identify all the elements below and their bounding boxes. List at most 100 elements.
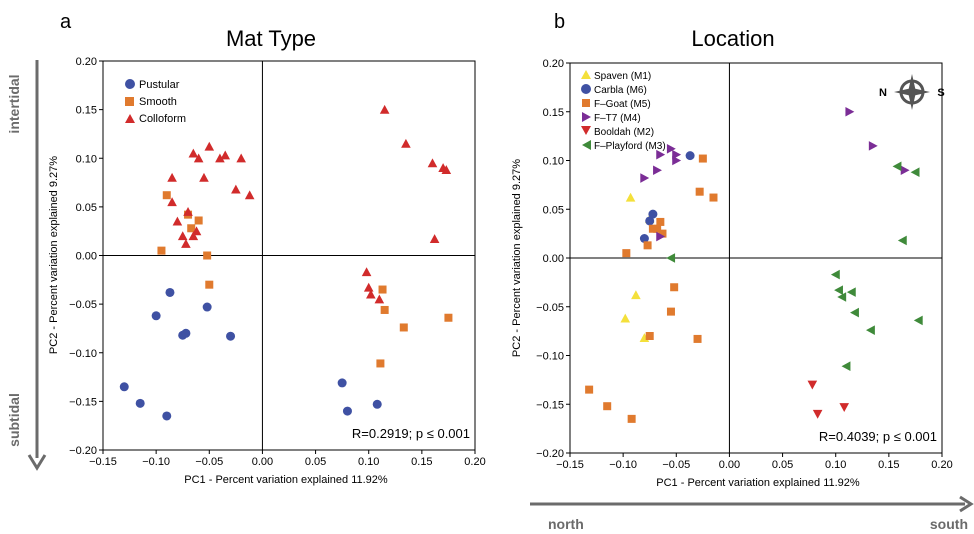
- panel-b-point-f-goat-m5: [670, 283, 679, 292]
- panel-b-legend: Spaven (M1) Carbla (M6) F–Goat (M5) F–T7…: [581, 70, 666, 152]
- legend-smooth-marker: [125, 97, 134, 106]
- panel-b-point-f-playford-m3: [830, 269, 840, 280]
- legend-fplayford-label: F–Playford (M3): [594, 141, 666, 152]
- panel-b-point-f-t7-m4: [845, 106, 855, 117]
- panel-a-x-axis-label: PC1 - Percent variation explained 11.92%: [184, 474, 388, 486]
- panel-b-location: b Location −0.15 −0.10 −0.05 0.00 0.05 0.10 0.…: [511, 11, 953, 489]
- panel-a-point-smooth: [380, 305, 389, 314]
- panel-b-point-carbla-m6: [645, 216, 655, 226]
- panel-b-point-f-goat-m5: [622, 249, 631, 258]
- panel-a-point-smooth: [162, 191, 171, 200]
- panel-a-point-colloform: [167, 172, 177, 182]
- panel-b-axes: −0.15 −0.10 −0.05 0.00 0.05 0.10 0.15 0.20 −0.20…: [536, 58, 953, 471]
- panel-a-x-tick-label: −0.05: [195, 456, 223, 468]
- legend-fplayford-marker: [582, 140, 591, 150]
- panel-a-point-colloform: [231, 184, 241, 194]
- panel-b-point-f-goat-m5: [695, 187, 704, 196]
- subtidal-label: subtidal: [6, 393, 22, 447]
- panel-b-point-f-goat-m5: [603, 402, 612, 411]
- panel-a-point-colloform: [366, 289, 376, 299]
- panel-a-point-smooth: [205, 280, 214, 289]
- panel-a-y-tick-label: 0.10: [76, 153, 97, 165]
- panel-b-y-tick-label: −0.05: [536, 302, 564, 314]
- panel-b-points: [585, 106, 923, 423]
- panel-b-point-f-t7-m4: [640, 173, 650, 183]
- panel-a-letter: a: [60, 11, 72, 33]
- panel-b-y-tick-label: 0.05: [543, 204, 564, 216]
- panel-a-point-pustular: [202, 302, 212, 312]
- panel-b-y-tick-label: −0.10: [536, 351, 564, 363]
- panel-a-x-tick-label: 0.05: [305, 456, 326, 468]
- panel-a-y-tick-label: 0.20: [76, 56, 97, 68]
- panel-b-point-f-goat-m5: [627, 414, 636, 423]
- panel-b-point-f-goat-m5: [658, 229, 667, 238]
- panel-b-y-axis-label: PC2 - Percent variation explained 9.27%: [511, 159, 523, 357]
- legend-booldah-label: Booldah (M2): [594, 127, 654, 138]
- panel-a-point-colloform: [167, 197, 177, 207]
- panel-b-y-tick-label: 0.15: [543, 107, 564, 119]
- legend-carbla-marker: [581, 84, 591, 94]
- panel-b-point-carbla-m6: [685, 151, 695, 161]
- panel-b-y-tick-label: 0.00: [543, 253, 564, 265]
- horizontal-arrow-head: [959, 495, 974, 513]
- panel-a-point-smooth: [187, 224, 196, 233]
- intertidal-label: intertidal: [6, 74, 22, 133]
- panel-a-point-colloform: [199, 172, 209, 182]
- compass-north-label: N: [879, 87, 887, 99]
- panel-b-x-tick-label: −0.05: [662, 459, 690, 471]
- panel-a-point-pustular: [226, 331, 236, 341]
- panel-b-point-f-t7-m4: [900, 165, 910, 176]
- panel-b-point-f-t7-m4: [656, 149, 666, 160]
- panel-a-point-colloform: [429, 234, 440, 244]
- panel-a-point-colloform: [361, 267, 372, 277]
- panel-b-point-f-playford-m3: [850, 307, 859, 318]
- panel-a-x-tick-label: −0.10: [142, 456, 170, 468]
- panel-a-x-tick-label: 0.00: [252, 456, 273, 468]
- panel-a-point-pustular: [342, 406, 352, 416]
- panel-a-point-colloform: [441, 165, 452, 174]
- north-label: north: [548, 516, 584, 532]
- panel-a-point-pustular: [337, 378, 347, 388]
- panel-b-point-carbla-m6: [639, 234, 649, 243]
- legend-booldah-marker: [581, 126, 591, 135]
- panel-a-y-tick-label: −0.10: [69, 348, 97, 360]
- panel-a-y-tick-label: −0.15: [69, 396, 97, 408]
- panel-b-point-f-t7-m4: [653, 165, 662, 176]
- panel-a-x-tick-label: 0.20: [464, 456, 485, 468]
- panel-a-point-colloform: [188, 148, 199, 158]
- south-label: south: [930, 516, 968, 532]
- panel-a-point-colloform: [379, 104, 390, 114]
- panel-b-point-f-playford-m3: [841, 361, 851, 372]
- panel-b-x-axis-label: PC1 - Percent variation explained 11.92%: [656, 477, 860, 489]
- vertical-arrow-head: [27, 454, 47, 471]
- panel-b-x-tick-label: 0.15: [878, 459, 899, 471]
- panel-a-point-pustular: [181, 328, 191, 338]
- legend-spaven-label: Spaven (M1): [594, 71, 651, 82]
- panel-a-point-smooth: [194, 216, 203, 225]
- panel-b-x-tick-label: 0.20: [931, 459, 952, 471]
- panel-a-point-colloform: [188, 231, 199, 241]
- panel-a-x-tick-label: −0.15: [89, 456, 117, 468]
- panel-b-y-tick-label: 0.10: [543, 156, 564, 168]
- compass-needle-horizontal: [894, 88, 930, 96]
- panel-b-x-tick-label: −0.10: [609, 459, 637, 471]
- panel-b-y-tick-label: −0.15: [536, 399, 564, 411]
- compass-south-label: S: [937, 87, 944, 99]
- panel-b-point-f-t7-m4: [868, 141, 878, 151]
- panel-a-point-smooth: [399, 323, 408, 332]
- panel-a-x-tick-label: 0.15: [411, 456, 432, 468]
- panel-a-legend: Pustular Smooth Colloform: [125, 79, 186, 125]
- panel-a-mat-type: a Mat Type −0.15 −0.10 −0.05 0.00 0.05 0.10 0.…: [48, 11, 486, 486]
- panel-a-point-smooth: [378, 285, 387, 294]
- panel-b-title: Location: [691, 26, 774, 51]
- panel-a-points: [119, 104, 453, 421]
- legend-fgoat-label: F–Goat (M5): [594, 99, 651, 110]
- panel-b-point-booldah-m2: [807, 380, 818, 390]
- panel-b-point-f-goat-m5: [585, 385, 594, 394]
- panel-b-x-tick-label: 0.05: [772, 459, 793, 471]
- panel-b-point-booldah-m2: [812, 409, 823, 419]
- panel-a-y-tick-label: 0.15: [76, 105, 97, 117]
- panel-a-x-tick-label: 0.10: [358, 456, 379, 468]
- panel-b-y-tick-label: −0.20: [536, 448, 564, 460]
- panel-a-y-tick-label: −0.05: [69, 299, 97, 311]
